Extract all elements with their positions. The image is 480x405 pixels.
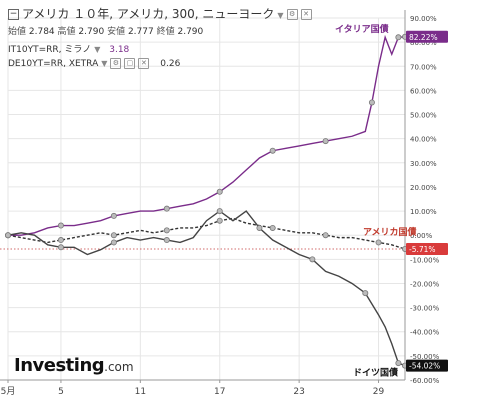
close-label: 終値 xyxy=(156,27,175,37)
title-row: − アメリカ １０年, アメリカ, 300, ニューヨーク ▼ ⚙ ✕ xyxy=(8,5,312,22)
series-line-1 xyxy=(8,34,406,236)
high-value: 2.790 xyxy=(78,27,105,37)
x-tick-label: 5月 xyxy=(1,386,16,397)
data-point xyxy=(57,244,64,251)
y-tick-label: 0.00% xyxy=(410,232,433,240)
x-tick-label: 23 xyxy=(293,387,304,397)
data-point xyxy=(362,290,369,297)
y-tick-label: -30.00% xyxy=(410,305,440,313)
series-line-3 xyxy=(7,210,406,367)
data-point xyxy=(309,256,316,263)
series-name-label: ドイツ国債 xyxy=(353,367,398,379)
low-label: 安値 xyxy=(107,27,126,37)
series-line-2 xyxy=(7,217,406,250)
data-point xyxy=(163,237,170,244)
y-tick-label: 90.00% xyxy=(410,15,437,23)
y-tick-label: 70.00% xyxy=(410,63,437,71)
data-point xyxy=(368,99,375,106)
open-label: 始値 xyxy=(8,27,27,37)
collapse-icon[interactable]: − xyxy=(8,9,19,20)
y-tick-label: -50.00% xyxy=(410,353,440,361)
y-tick-label: 10.00% xyxy=(410,208,437,216)
data-point xyxy=(269,224,276,231)
series-name-label: イタリア国債 xyxy=(335,23,389,35)
chevron-down-icon[interactable]: ▼ xyxy=(101,59,108,68)
y-tick-label: -60.00% xyxy=(410,377,440,385)
comparison-row-germany: DE10YT=RR, XETRA ▼ ⚙ ▢ ✕ 0.26 xyxy=(8,58,180,69)
data-point xyxy=(57,237,64,244)
y-tick-label: 40.00% xyxy=(410,136,437,144)
comparison-symbol: IT10YT=RR, ミラノ xyxy=(8,45,92,55)
y-tick-label: -20.00% xyxy=(410,280,440,288)
x-tick-label: 17 xyxy=(214,387,225,397)
data-point xyxy=(5,232,11,239)
investing-logo: Investing.com xyxy=(14,355,134,376)
data-point xyxy=(163,227,170,234)
data-point xyxy=(110,212,117,219)
data-point xyxy=(110,239,117,246)
last-value-badge xyxy=(406,242,448,255)
x-tick-label: 11 xyxy=(135,387,146,397)
close-value: 2.790 xyxy=(177,27,204,37)
y-tick-label: 60.00% xyxy=(410,87,437,95)
data-point xyxy=(110,232,117,239)
comparison-row-italy: IT10YT=RR, ミラノ ▼ 3.18 xyxy=(8,42,129,55)
data-point xyxy=(216,208,223,215)
last-value-badge xyxy=(406,359,448,372)
close-icon[interactable]: ✕ xyxy=(300,9,312,20)
chevron-down-icon[interactable]: ▼ xyxy=(94,45,101,54)
low-value: 2.777 xyxy=(127,27,154,37)
y-tick-label: 20.00% xyxy=(410,184,437,192)
high-label: 高値 xyxy=(57,27,76,37)
comparison-symbol: DE10YT=RR, XETRA xyxy=(8,59,99,69)
data-point xyxy=(395,34,402,41)
data-point xyxy=(256,224,263,231)
y-tick-label: 30.00% xyxy=(410,160,437,168)
y-tick-label: 50.00% xyxy=(410,112,437,120)
y-tick-label: -40.00% xyxy=(410,329,440,337)
last-value-text: -5.71% xyxy=(409,245,436,254)
chevron-down-icon[interactable]: ▼ xyxy=(277,11,284,20)
comparison-value: 3.18 xyxy=(109,45,130,55)
data-point xyxy=(322,232,329,239)
data-point xyxy=(216,217,223,224)
logo-suffix: .com xyxy=(104,360,134,374)
comparison-value: 0.26 xyxy=(160,59,181,69)
last-value-badge xyxy=(406,30,448,43)
ohlc-row: 始値 2.784 高値 2.790 安値 2.777 終値 2.790 xyxy=(8,24,203,37)
settings-icon[interactable]: ⚙ xyxy=(110,58,122,69)
lock-icon[interactable]: ▢ xyxy=(124,58,136,69)
data-point xyxy=(322,138,329,145)
x-tick-label: 5 xyxy=(58,387,64,397)
last-value-text: 82.22% xyxy=(409,33,438,42)
series-name-label: アメリカ国債 xyxy=(363,226,417,238)
logo-name: Investing xyxy=(14,355,105,376)
open-value: 2.784 xyxy=(28,27,55,37)
y-tick-label: 80.00% xyxy=(410,39,437,47)
last-value-text: -54.02% xyxy=(409,362,440,371)
data-point xyxy=(216,188,223,195)
data-point xyxy=(375,239,382,246)
data-point xyxy=(395,360,402,367)
symbol-title: アメリカ １０年, アメリカ, 300, ニューヨーク xyxy=(22,7,275,21)
data-point xyxy=(57,222,64,229)
data-point xyxy=(269,147,276,154)
y-tick-label: -10.00% xyxy=(410,256,440,264)
chart-header: − アメリカ １０年, アメリカ, 300, ニューヨーク ▼ ⚙ ✕ 始値 2.784… xyxy=(0,0,440,80)
close-icon[interactable]: ✕ xyxy=(138,58,150,69)
settings-icon[interactable]: ⚙ xyxy=(286,9,298,20)
x-tick-label: 29 xyxy=(373,387,385,397)
data-point xyxy=(163,205,170,212)
